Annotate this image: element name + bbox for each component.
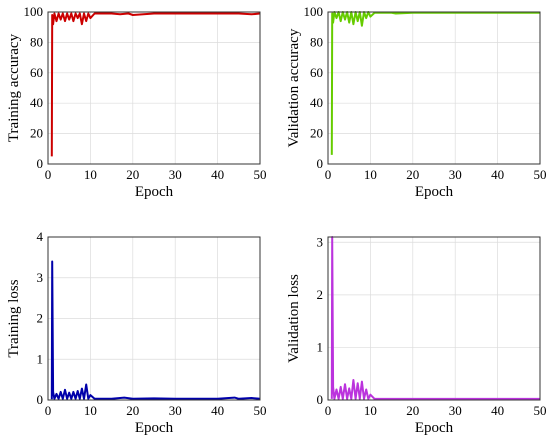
validation-loss-xtick-label: 0	[325, 403, 332, 418]
training-loss-ytick-label: 3	[37, 270, 44, 285]
validation-accuracy-ytick-label: 60	[310, 65, 323, 80]
validation-loss-ytick-label: 1	[317, 339, 324, 354]
training-accuracy-ylabel: Training accuracy	[6, 33, 22, 142]
training-accuracy-xtick-label: 40	[211, 167, 224, 182]
training-accuracy-ytick-label: 20	[30, 126, 43, 141]
validation-loss-ytick-label: 3	[317, 234, 324, 249]
training-accuracy-ytick-label: 40	[30, 95, 43, 110]
validation-loss-xtick-label: 30	[449, 403, 462, 418]
validation-loss-xtick-label: 10	[364, 403, 377, 418]
training-loss-ytick-label: 2	[37, 311, 44, 326]
training-accuracy-xtick-label: 20	[126, 167, 139, 182]
training-accuracy-axes-frame	[47, 11, 261, 165]
validation-accuracy-ytick-label: 100	[304, 4, 324, 19]
validation-accuracy-xtick-label: 40	[491, 167, 504, 182]
validation-accuracy-xlabel: Epoch	[415, 184, 454, 200]
training-accuracy-chart: 0 10 20 30 40 50 0 20 40 60 80 100 Epoch Training acc…	[6, 4, 267, 200]
validation-accuracy-chart: 0 10 20 30 40 50 0 20 40 60 80 100 Epoch Validation a…	[286, 4, 547, 200]
training-accuracy-ytick-label: 60	[30, 65, 43, 80]
validation-accuracy-ytick-label: 0	[317, 156, 324, 171]
training-accuracy-xtick-label: 10	[84, 167, 97, 182]
training-accuracy-xtick-label: 30	[169, 167, 182, 182]
validation-loss-series-line	[330, 236, 540, 400]
training-loss-xtick-label: 0	[45, 403, 52, 418]
validation-accuracy-xtick-label: 0	[325, 167, 332, 182]
training-accuracy-xlabel: Epoch	[135, 184, 174, 200]
validation-accuracy-axes-frame	[327, 11, 541, 165]
training-accuracy-series-line	[50, 12, 261, 157]
training-loss-xtick-label: 20	[126, 403, 139, 418]
training-loss-chart: 0 10 20 30 40 50 0 1 2 3 4 Epoch Training loss	[6, 229, 267, 436]
validation-loss-xlabel: Epoch	[415, 420, 454, 436]
validation-loss-xtick-label: 40	[491, 403, 504, 418]
training-loss-ylabel: Training loss	[6, 279, 22, 357]
training-loss-series-line	[50, 260, 261, 400]
validation-accuracy-ylabel: Validation accuracy	[286, 28, 302, 147]
validation-loss-xtick-label: 20	[406, 403, 419, 418]
training-loss-ytick-label: 0	[37, 392, 44, 407]
training-accuracy-ytick-label: 80	[30, 34, 43, 49]
training-accuracy-xtick-label: 50	[254, 167, 267, 182]
validation-loss-xtick-label: 50	[534, 403, 547, 418]
training-loss-xlabel: Epoch	[135, 420, 174, 436]
validation-accuracy-xtick-label: 50	[534, 167, 547, 182]
validation-loss-ytick-label: 0	[317, 392, 324, 407]
training-accuracy-ytick-label: 0	[37, 156, 44, 171]
training-loss-xtick-label: 40	[211, 403, 224, 418]
validation-accuracy-ytick-label: 20	[310, 126, 323, 141]
validation-loss-axes-frame	[327, 236, 541, 401]
training-loss-axes-frame	[47, 236, 261, 401]
validation-loss-ylabel: Validation loss	[286, 274, 302, 363]
validation-accuracy-xtick-label: 30	[449, 167, 462, 182]
training-loss-xtick-label: 50	[254, 403, 267, 418]
training-accuracy-ytick-label: 100	[24, 4, 44, 19]
validation-accuracy-xtick-label: 10	[364, 167, 377, 182]
validation-loss-chart: 0 10 20 30 40 50 0 1 2 3 Epoch Validation loss	[286, 234, 547, 436]
validation-accuracy-ytick-label: 80	[310, 34, 323, 49]
validation-loss-ytick-label: 2	[317, 287, 324, 302]
training-loss-xtick-label: 30	[169, 403, 182, 418]
training-loss-ytick-label: 1	[37, 351, 44, 366]
training-accuracy-xtick-label: 0	[45, 167, 52, 182]
training-loss-ytick-label: 4	[37, 229, 44, 244]
validation-accuracy-xtick-label: 20	[406, 167, 419, 182]
training-loss-xtick-label: 10	[84, 403, 97, 418]
validation-accuracy-ytick-label: 40	[310, 95, 323, 110]
validation-accuracy-series-line	[330, 11, 540, 155]
